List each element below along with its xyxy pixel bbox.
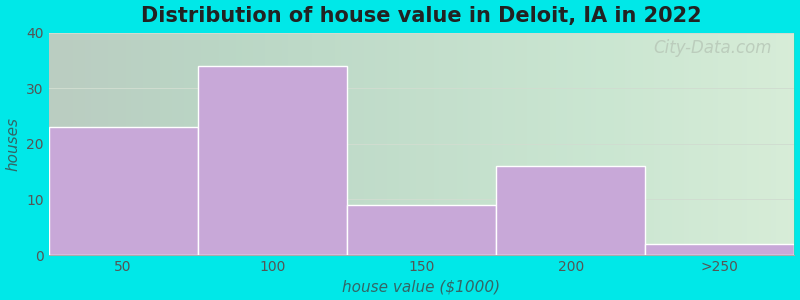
Bar	[496, 166, 646, 255]
Bar	[347, 205, 496, 255]
X-axis label: house value ($1000): house value ($1000)	[342, 279, 501, 294]
Bar	[49, 127, 198, 255]
Text: City-Data.com: City-Data.com	[654, 39, 772, 57]
Bar	[198, 66, 347, 255]
Y-axis label: houses: houses	[6, 117, 21, 171]
Title: Distribution of house value in Deloit, IA in 2022: Distribution of house value in Deloit, I…	[142, 6, 702, 26]
Bar	[646, 244, 794, 255]
